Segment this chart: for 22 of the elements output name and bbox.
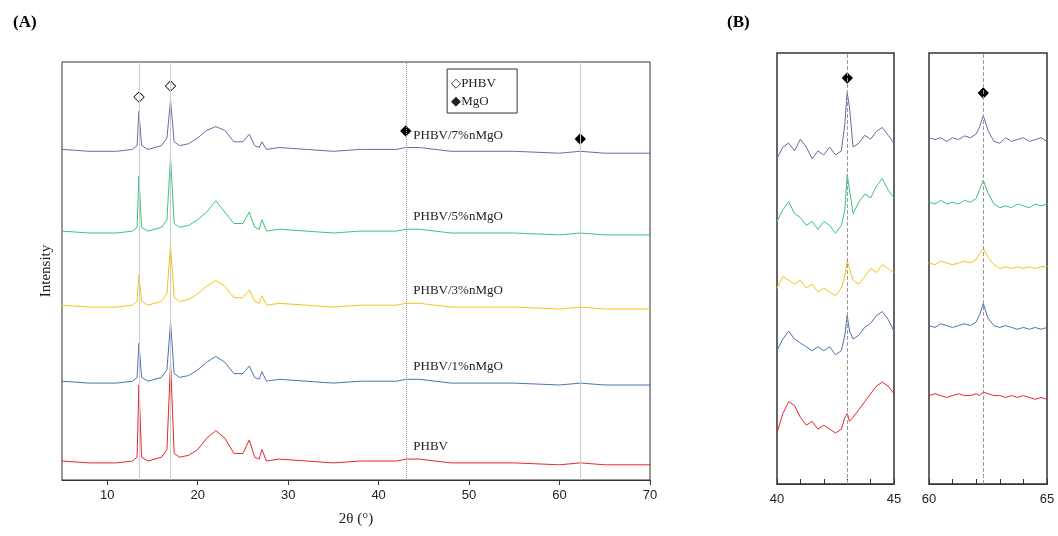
series-label: PHBV/7%nMgO: [413, 126, 503, 142]
x-tick-label: 30: [280, 487, 296, 502]
chart-title: (B): [727, 12, 750, 31]
series-label: PHBV/5%nMgO: [413, 208, 503, 224]
series-label: PHBV/1%nMgO: [413, 358, 503, 374]
x-tick-label: 70: [642, 487, 658, 502]
x-tick-label: 60: [921, 491, 937, 506]
x-tick-label: 20: [190, 487, 205, 502]
text: ◇PHBV: [451, 74, 497, 90]
x-tick-label: 60: [552, 487, 567, 502]
x-tick-label: 50: [461, 487, 477, 502]
annotation: ◆MgO: [451, 92, 489, 108]
x-tick-label: 10: [100, 487, 115, 502]
x-axis-title: 2θ (°): [338, 509, 374, 527]
x-tick-label: 65: [1039, 491, 1055, 506]
x-tick-label: 45: [886, 491, 902, 506]
y-axis-title: Intensity: [36, 244, 53, 298]
chart-title: (A): [13, 12, 37, 31]
x-tick-label: 40: [371, 487, 386, 502]
series-label: PHBV/3%nMgO: [413, 282, 503, 298]
series-label: PHBV: [413, 438, 449, 454]
x-tick-label: 40: [769, 491, 785, 506]
